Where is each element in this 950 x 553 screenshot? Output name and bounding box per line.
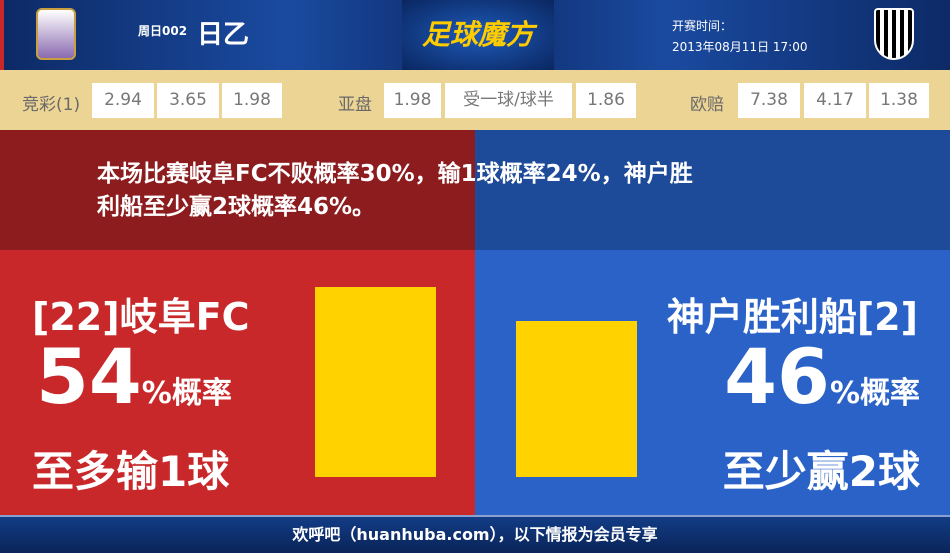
odds-bar: 竞彩(1) 2.94 3.65 1.98 亚盘 1.98 受一球/球半 1.86… bbox=[0, 70, 950, 130]
asia-handicap: 受一球/球半 bbox=[445, 83, 572, 118]
asia-label: 亚盘 bbox=[338, 95, 372, 115]
match-number: 周日002 bbox=[138, 24, 188, 38]
asia-odd: 1.86 bbox=[576, 83, 636, 118]
home-percent: 54%概率 bbox=[36, 332, 232, 421]
summary-line: 利船至少赢2球概率46%。 bbox=[97, 194, 376, 220]
kickoff-label: 开赛时间： bbox=[672, 19, 733, 33]
summary-line: 本场比赛岐阜FC不败概率30%，输1球概率24%，神户胜 bbox=[97, 161, 693, 187]
away-result: 至少赢2球 bbox=[722, 447, 920, 496]
home-result: 至多输1球 bbox=[32, 447, 230, 496]
euro-odd: 1.38 bbox=[869, 83, 929, 118]
home-team-name: [22]岐阜FC bbox=[32, 295, 250, 339]
brand-logo: 足球魔方 bbox=[402, 0, 554, 70]
away-team-name: 神户胜利船[2] bbox=[666, 295, 918, 339]
away-probability-bar bbox=[516, 320, 637, 477]
euro-odd: 7.38 bbox=[738, 83, 800, 118]
away-team-logo bbox=[874, 8, 914, 60]
home-probability-bar bbox=[315, 287, 436, 477]
jc-odd: 1.98 bbox=[222, 83, 282, 118]
jc-odd: 3.65 bbox=[157, 83, 219, 118]
euro-odd: 4.17 bbox=[804, 83, 866, 118]
euro-label: 欧赔 bbox=[690, 95, 724, 115]
kickoff-time: 2013年08月11日 17:00 bbox=[672, 40, 808, 54]
summary-text: 本场比赛岐阜FC不败概率30%，输1球概率24%，神户胜 利船至少赢2球概率46… bbox=[97, 158, 857, 224]
footer-banner[interactable]: 欢呼吧（huanhuba.com），以下情报为会员专享 bbox=[0, 515, 950, 553]
asia-odd: 1.98 bbox=[384, 83, 441, 118]
away-panel: 神户胜利船[2] 46%概率 至少赢2球 bbox=[475, 250, 950, 515]
away-percent: 46%概率 bbox=[724, 332, 920, 421]
league-name: 日乙 bbox=[197, 20, 250, 50]
jc-label: 竞彩(1) bbox=[22, 95, 81, 115]
summary-right-bg bbox=[475, 130, 950, 250]
summary-left-bg bbox=[0, 130, 475, 250]
home-panel: [22]岐阜FC 54%概率 至多输1球 bbox=[0, 250, 475, 515]
home-team-logo bbox=[36, 8, 76, 60]
header: 周日002 日乙 足球魔方 开赛时间： 2013年08月11日 17:00 bbox=[0, 0, 950, 70]
jc-odd: 2.94 bbox=[92, 83, 154, 118]
